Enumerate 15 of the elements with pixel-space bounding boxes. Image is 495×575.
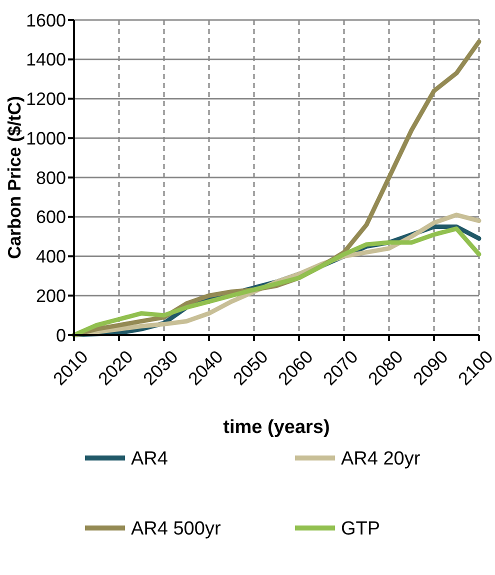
y-tick-label: 200 (36, 286, 66, 306)
legend-label: AR4 20yr (341, 448, 421, 470)
x-axis-title: time (years) (223, 417, 330, 438)
legend-label: AR4 500yr (131, 518, 222, 540)
y-tick-label: 1400 (26, 50, 66, 70)
y-tick-label: 0 (56, 325, 66, 346)
y-tick-label: 800 (36, 168, 66, 188)
y-tick-label: 1200 (26, 89, 66, 110)
y-tick-label: 600 (36, 207, 66, 228)
legend-label: AR4 (131, 448, 168, 470)
y-tick-label: 1600 (26, 10, 66, 30)
y-tick-label: 1000 (26, 128, 66, 148)
y-tick-label: 400 (36, 246, 66, 267)
y-axis-title: Carbon Price ($/tC) (4, 96, 24, 260)
legend-label: GTP (341, 518, 380, 540)
